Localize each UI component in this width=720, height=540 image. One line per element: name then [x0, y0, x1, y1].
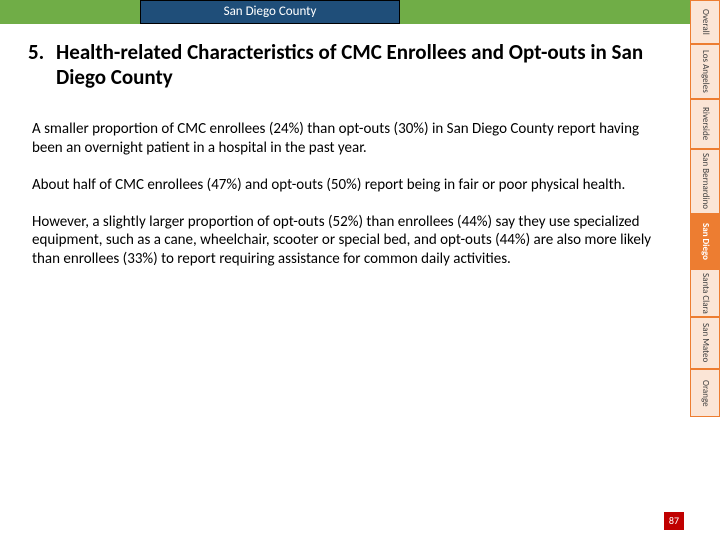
- tab-san-bernardino[interactable]: San Bernardino: [690, 149, 720, 214]
- tab-santa-clara[interactable]: Santa Clara: [690, 269, 720, 317]
- body-paragraph: However, a slightly larger proportion of…: [32, 213, 668, 269]
- page-number: 87: [664, 512, 684, 530]
- body-paragraph: A smaller proportion of CMC enrollees (2…: [32, 120, 668, 158]
- section-heading: 5. Health-related Characteristics of CMC…: [28, 40, 668, 90]
- tab-san-mateo[interactable]: San Mateo: [690, 317, 720, 369]
- tab-los-angeles[interactable]: Los Angeles: [690, 44, 720, 99]
- tab-orange[interactable]: Orange: [690, 369, 720, 417]
- heading-text: Health-related Characteristics of CMC En…: [56, 40, 668, 90]
- tab-overall[interactable]: Overall: [690, 0, 720, 44]
- county-tabs: OverallLos AngelesRiversideSan Bernardin…: [690, 0, 720, 540]
- body-paragraph: About half of CMC enrollees (47%) and op…: [32, 176, 668, 195]
- tab-riverside[interactable]: Riverside: [690, 99, 720, 149]
- slide-content: 5. Health-related Characteristics of CMC…: [28, 40, 668, 287]
- heading-number: 5.: [28, 40, 56, 90]
- tab-san-diego[interactable]: San Diego: [690, 214, 720, 269]
- slide-title-banner: San Diego County: [140, 0, 400, 24]
